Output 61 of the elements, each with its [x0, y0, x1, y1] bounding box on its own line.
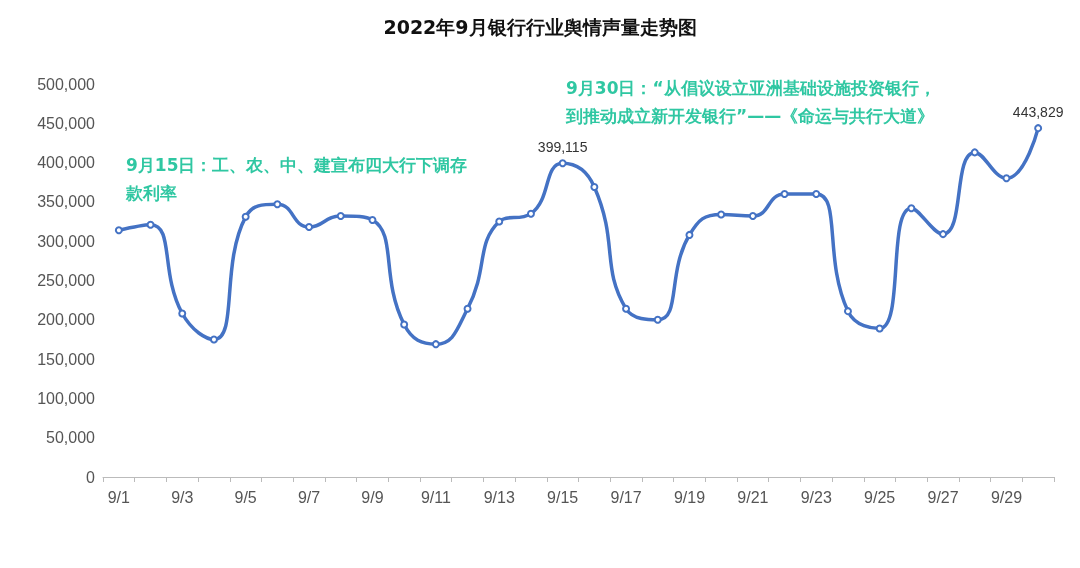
point — [273, 200, 282, 209]
point — [336, 212, 345, 221]
x-tick-label: 9/9 — [361, 488, 384, 506]
annotation: 9月30日：“从倡议设立亚洲基础设施投资银行，到推动成立新开发银行”——《命运与共行大道》 — [565, 78, 936, 126]
y-tick-label: 250,000 — [37, 272, 96, 289]
y-tick-label: 400,000 — [37, 154, 96, 172]
point — [400, 320, 409, 329]
point — [526, 209, 535, 218]
point — [717, 210, 726, 219]
x-tick-label: 9/7 — [297, 488, 321, 506]
x-tick-label: 9/19 — [673, 488, 706, 506]
point — [495, 217, 504, 226]
data-label: 399,115 — [537, 139, 588, 156]
y-tick-label: 50,000 — [46, 429, 96, 447]
y-tick-label: 500,000 — [37, 75, 96, 93]
x-tick-label: 9/5 — [234, 488, 257, 506]
point — [970, 148, 979, 157]
x-tick-label: 9/15 — [547, 488, 579, 506]
point — [907, 204, 916, 213]
point — [1002, 174, 1011, 183]
x-tick-label: 9/1 — [107, 488, 131, 506]
point — [939, 230, 948, 239]
y-tick-label: 350,000 — [37, 193, 96, 211]
y-tick-label: 0 — [86, 468, 96, 486]
point — [146, 220, 155, 229]
x-tick-label: 9/29 — [990, 488, 1023, 506]
data-label: 443,829 — [1012, 104, 1064, 121]
point — [748, 212, 757, 221]
y-tick-label: 200,000 — [37, 311, 96, 329]
x-tick-label: 9/3 — [171, 488, 194, 506]
y-tick-label: 100,000 — [37, 389, 96, 407]
x-tick-label: 9/27 — [927, 488, 959, 506]
y-tick-label: 300,000 — [37, 232, 96, 250]
point — [812, 190, 821, 199]
point — [780, 190, 789, 199]
point — [178, 309, 187, 318]
point — [209, 335, 218, 344]
y-tick-label: 150,000 — [37, 350, 96, 368]
point — [114, 226, 123, 235]
point — [875, 324, 884, 333]
point — [685, 230, 694, 239]
x-tick-label: 9/21 — [737, 488, 769, 506]
point — [590, 182, 599, 191]
annotation: 9月15日：工、农、中、建宣布四大行下调存款利率 — [125, 155, 468, 203]
chart-title: 2022年9月银行行业舆情声量走势图 — [383, 15, 697, 38]
x-tick-label: 9/23 — [800, 488, 832, 506]
point — [558, 159, 567, 168]
point — [843, 307, 852, 316]
point — [305, 223, 314, 232]
point — [431, 340, 440, 349]
point — [622, 304, 631, 313]
x-tick-label: 9/13 — [483, 488, 515, 506]
point — [1034, 124, 1043, 133]
x-tick-label: 9/11 — [420, 488, 451, 506]
x-tick-label: 9/17 — [610, 488, 642, 506]
y-tick-label: 450,000 — [37, 114, 96, 132]
point — [368, 215, 377, 224]
point — [653, 315, 662, 324]
x-tick-label: 9/25 — [864, 488, 896, 506]
point — [241, 212, 250, 221]
point — [463, 304, 472, 313]
